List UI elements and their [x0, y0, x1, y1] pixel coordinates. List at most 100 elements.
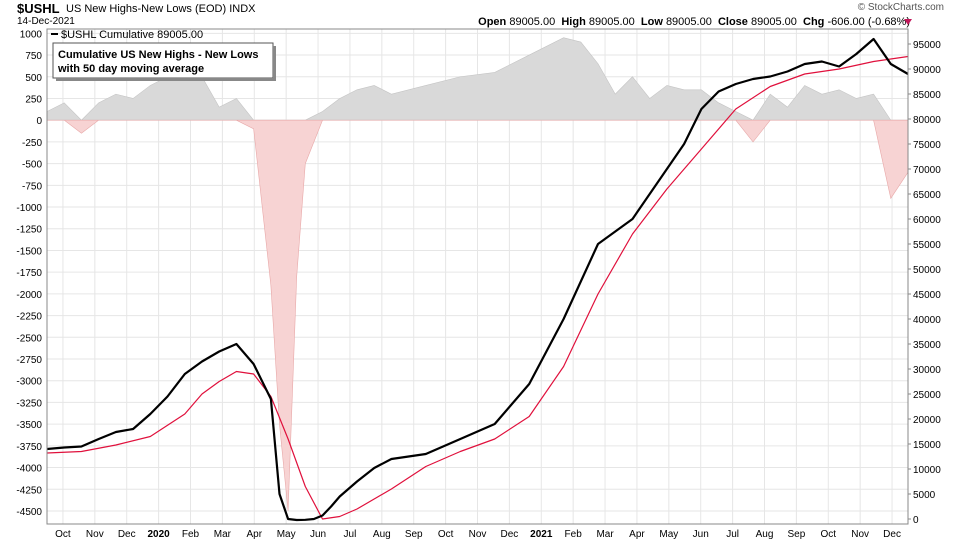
chart-date: 14-Dec-2021 — [17, 16, 75, 27]
moving-average-line — [46, 55, 909, 520]
y-left-tick-label: 750 — [25, 51, 42, 62]
x-tick-label: Dec — [500, 529, 518, 540]
x-tick-label: 2020 — [147, 529, 170, 540]
annotation-shadow — [273, 46, 276, 81]
symbol-name: US New Highs-New Lows (EOD) INDX — [66, 3, 256, 15]
x-tick-label: Nov — [851, 529, 869, 540]
y-right-tick-label: 70000 — [913, 165, 941, 176]
symbol-title[interactable]: $USHL — [17, 1, 60, 16]
y-right-tick-label: 15000 — [913, 440, 941, 451]
x-tick-label: Jul — [344, 529, 357, 540]
y-left-tick-label: -2250 — [16, 312, 42, 323]
x-tick-label: Jun — [310, 529, 326, 540]
y-right-tick-label: 25000 — [913, 390, 941, 401]
high-label: High — [561, 16, 586, 28]
legend-series-label: $USHL Cumulative 89005.00 — [61, 29, 203, 41]
y-left-tick-label: -3250 — [16, 398, 42, 409]
x-tick-label: Feb — [565, 529, 583, 540]
y-right-tick-label: 85000 — [913, 90, 941, 101]
y-left-tick-label: -3750 — [16, 442, 42, 453]
y-right-tick-label: 10000 — [913, 465, 941, 476]
low-value: 89005.00 — [665, 16, 712, 28]
y-left-tick-label: 1000 — [20, 29, 43, 40]
y-right-tick-label: 65000 — [913, 190, 941, 201]
high-value: 89005.00 — [588, 16, 635, 28]
y-right-tick-label: 55000 — [913, 240, 941, 251]
y-left-tick-label: 0 — [36, 116, 42, 127]
x-axis: Oct Nov Dec 2020 Feb Mar Apr May Jun Jul Aug Sep Oct… — [55, 529, 901, 540]
y-left-tick-label: 250 — [25, 94, 42, 105]
x-tick-label: Feb — [182, 529, 200, 540]
y-right-tick-label: 30000 — [913, 365, 941, 376]
annotation-line-1: Cumulative US New Highs - New Lows — [58, 49, 258, 61]
close-label: Close — [717, 16, 748, 28]
x-tick-label: Sep — [787, 529, 805, 540]
x-tick-label: Jul — [726, 529, 739, 540]
x-tick-label: Oct — [820, 529, 836, 540]
cumulative-line — [46, 37, 909, 522]
y-right-tick-label: 75000 — [913, 140, 941, 151]
y-left-tick-label: -250 — [22, 138, 42, 149]
x-tick-label: May — [277, 529, 296, 540]
y-left-tick-label: -500 — [22, 160, 42, 171]
x-tick-label: Dec — [118, 529, 136, 540]
x-tick-label: Sep — [405, 529, 423, 540]
highs-lows-negative-area — [47, 119, 909, 512]
y-right-tick-label: 80000 — [913, 115, 941, 126]
x-tick-label: Nov — [86, 529, 104, 540]
exchange-label: INDX — [229, 3, 256, 15]
x-tick-label: May — [659, 529, 678, 540]
y-left-tick-label: -3500 — [16, 420, 42, 431]
annotation-box: Cumulative US New Highs - New Lows with … — [52, 42, 276, 81]
y-left-tick-label: -4000 — [16, 464, 42, 475]
y-left-tick-label: -4500 — [16, 507, 42, 518]
x-tick-label: Oct — [438, 529, 454, 540]
y-right-tick-label: 20000 — [913, 415, 941, 426]
series-lines — [46, 37, 909, 522]
y-right-tick-label: 45000 — [913, 290, 941, 301]
x-tick-label: Nov — [469, 529, 487, 540]
annotation-shadow-bottom — [56, 78, 276, 81]
annotation-line-2: with 50 day moving average — [57, 63, 204, 75]
x-tick-label: Apr — [246, 529, 262, 540]
chart-header: $USHL US New Highs-New Lows (EOD) INDX 1… — [0, 0, 960, 30]
open-value: 89005.00 — [509, 16, 556, 28]
y-axis-left: 1000 750 500 250 0 -250 -500 -750 -1000 -1250 -150… — [16, 29, 42, 518]
y-left-tick-label: -2750 — [16, 355, 42, 366]
x-tick-label: 2021 — [530, 529, 553, 540]
x-tick-label: Apr — [629, 529, 645, 540]
y-right-tick-label: 50000 — [913, 265, 941, 276]
y-left-tick-label: -2000 — [16, 290, 42, 301]
close-value: 89005.00 — [750, 16, 797, 28]
y-right-tick-label: 95000 — [913, 40, 941, 51]
y-left-tick-label: -1500 — [16, 246, 42, 257]
x-tick-label: Aug — [756, 529, 774, 540]
x-tick-label: Oct — [55, 529, 71, 540]
y-right-tick-label: 35000 — [913, 340, 941, 351]
y-left-tick-label: -1250 — [16, 225, 42, 236]
y-left-tick-label: -4250 — [16, 485, 42, 496]
low-label: Low — [640, 16, 663, 28]
x-tick-label: Dec — [883, 529, 901, 540]
symbol-description: US New Highs-New Lows (EOD) — [66, 3, 227, 15]
chg-value: -606.00 (-0.68%) — [827, 16, 910, 28]
y-left-tick-label: -750 — [22, 181, 42, 192]
y-right-tick-label: 5000 — [913, 490, 936, 501]
series-legend: $USHL Cumulative 89005.00 — [51, 29, 203, 41]
plot-frame — [46, 28, 909, 525]
stockcharts-brand[interactable]: © StockCharts.com — [857, 2, 944, 13]
y-right-tick-label: 0 — [913, 515, 919, 526]
chg-label: Chg — [803, 16, 825, 28]
x-tick-label: Mar — [214, 529, 232, 540]
y-left-tick-label: -2500 — [16, 333, 42, 344]
y-left-tick-label: -1750 — [16, 268, 42, 279]
open-label: Open — [478, 16, 507, 28]
y-left-tick-label: -3000 — [16, 377, 42, 388]
down-arrow-icon — [904, 19, 912, 25]
y-right-tick-label: 40000 — [913, 315, 941, 326]
x-tick-label: Jun — [693, 529, 709, 540]
y-right-tick-label: 60000 — [913, 215, 941, 226]
x-tick-label: Mar — [596, 529, 614, 540]
y-right-tick-label: 90000 — [913, 65, 941, 76]
